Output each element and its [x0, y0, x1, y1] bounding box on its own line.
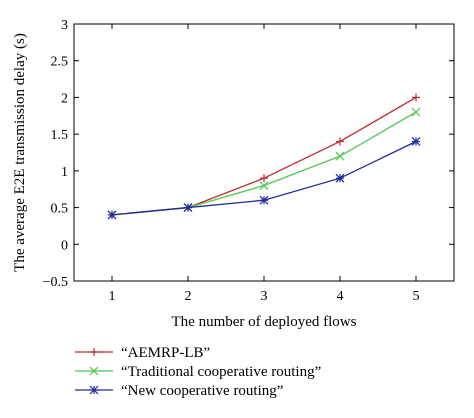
plot-frame	[73, 23, 455, 282]
data-point	[411, 137, 421, 146]
marker-stroke	[89, 385, 99, 395]
y-axis-title: The average E2E transmission delay (s)	[12, 33, 28, 272]
marker-stroke	[335, 151, 345, 161]
legend: “AEMRP-LB” “Traditional cooperative routi…	[75, 345, 321, 399]
x-tick-label: 3	[261, 289, 268, 304]
data-point	[260, 174, 268, 183]
x-axis-title: The number of deployed flows	[172, 314, 357, 330]
marker-stroke	[259, 195, 269, 205]
x-tick-label: 1	[109, 289, 116, 304]
y-tick-label: 2.5	[51, 55, 69, 70]
series-lines	[107, 93, 421, 220]
data-point	[335, 151, 345, 161]
legend-label: “AEMRP-LB”	[121, 345, 210, 361]
data-point	[412, 93, 420, 102]
legend-swatch-marker	[89, 385, 99, 395]
legend-label: “Traditional cooperative routing”	[121, 364, 321, 380]
marker-stroke	[411, 107, 421, 117]
y-tick-label: 3	[61, 18, 68, 33]
y-tick-label: 1.5	[51, 128, 69, 143]
marker-stroke	[335, 173, 345, 183]
data-point	[259, 195, 269, 205]
marker-stroke	[411, 137, 421, 146]
marker-stroke	[107, 210, 117, 220]
legend-swatch-marker	[90, 348, 98, 356]
x-tick-label: 5	[413, 289, 420, 304]
marker-stroke	[183, 203, 193, 212]
legend-label: “New cooperative routing”	[121, 383, 283, 399]
x-tick-label: 4	[337, 289, 344, 304]
y-tick-label: 2	[61, 91, 68, 106]
marker-stroke	[89, 366, 99, 376]
legend-entry-2: “Traditional cooperative routing”	[75, 364, 321, 380]
legend-entry-1: “AEMRP-LB”	[75, 345, 210, 361]
tick-labels: 1 2 3 4 5 −0.5 0 0.5 1 1.5 2 2.5 3	[43, 18, 420, 304]
data-point	[183, 203, 193, 212]
y-tick-label: −0.5	[43, 275, 68, 290]
data-point	[259, 181, 269, 190]
y-tick-label: 0.5	[51, 202, 69, 217]
data-point	[335, 173, 345, 183]
y-tick-label: 0	[61, 238, 68, 253]
data-point	[411, 107, 421, 117]
axis-ticks	[74, 23, 454, 282]
y-tick-label: 1	[61, 165, 68, 180]
marker-stroke	[259, 181, 269, 190]
legend-entry-3: “New cooperative routing”	[75, 383, 283, 399]
data-point	[107, 210, 117, 220]
x-tick-label: 2	[185, 289, 192, 304]
data-point	[336, 137, 344, 146]
legend-swatch-marker	[89, 366, 99, 376]
